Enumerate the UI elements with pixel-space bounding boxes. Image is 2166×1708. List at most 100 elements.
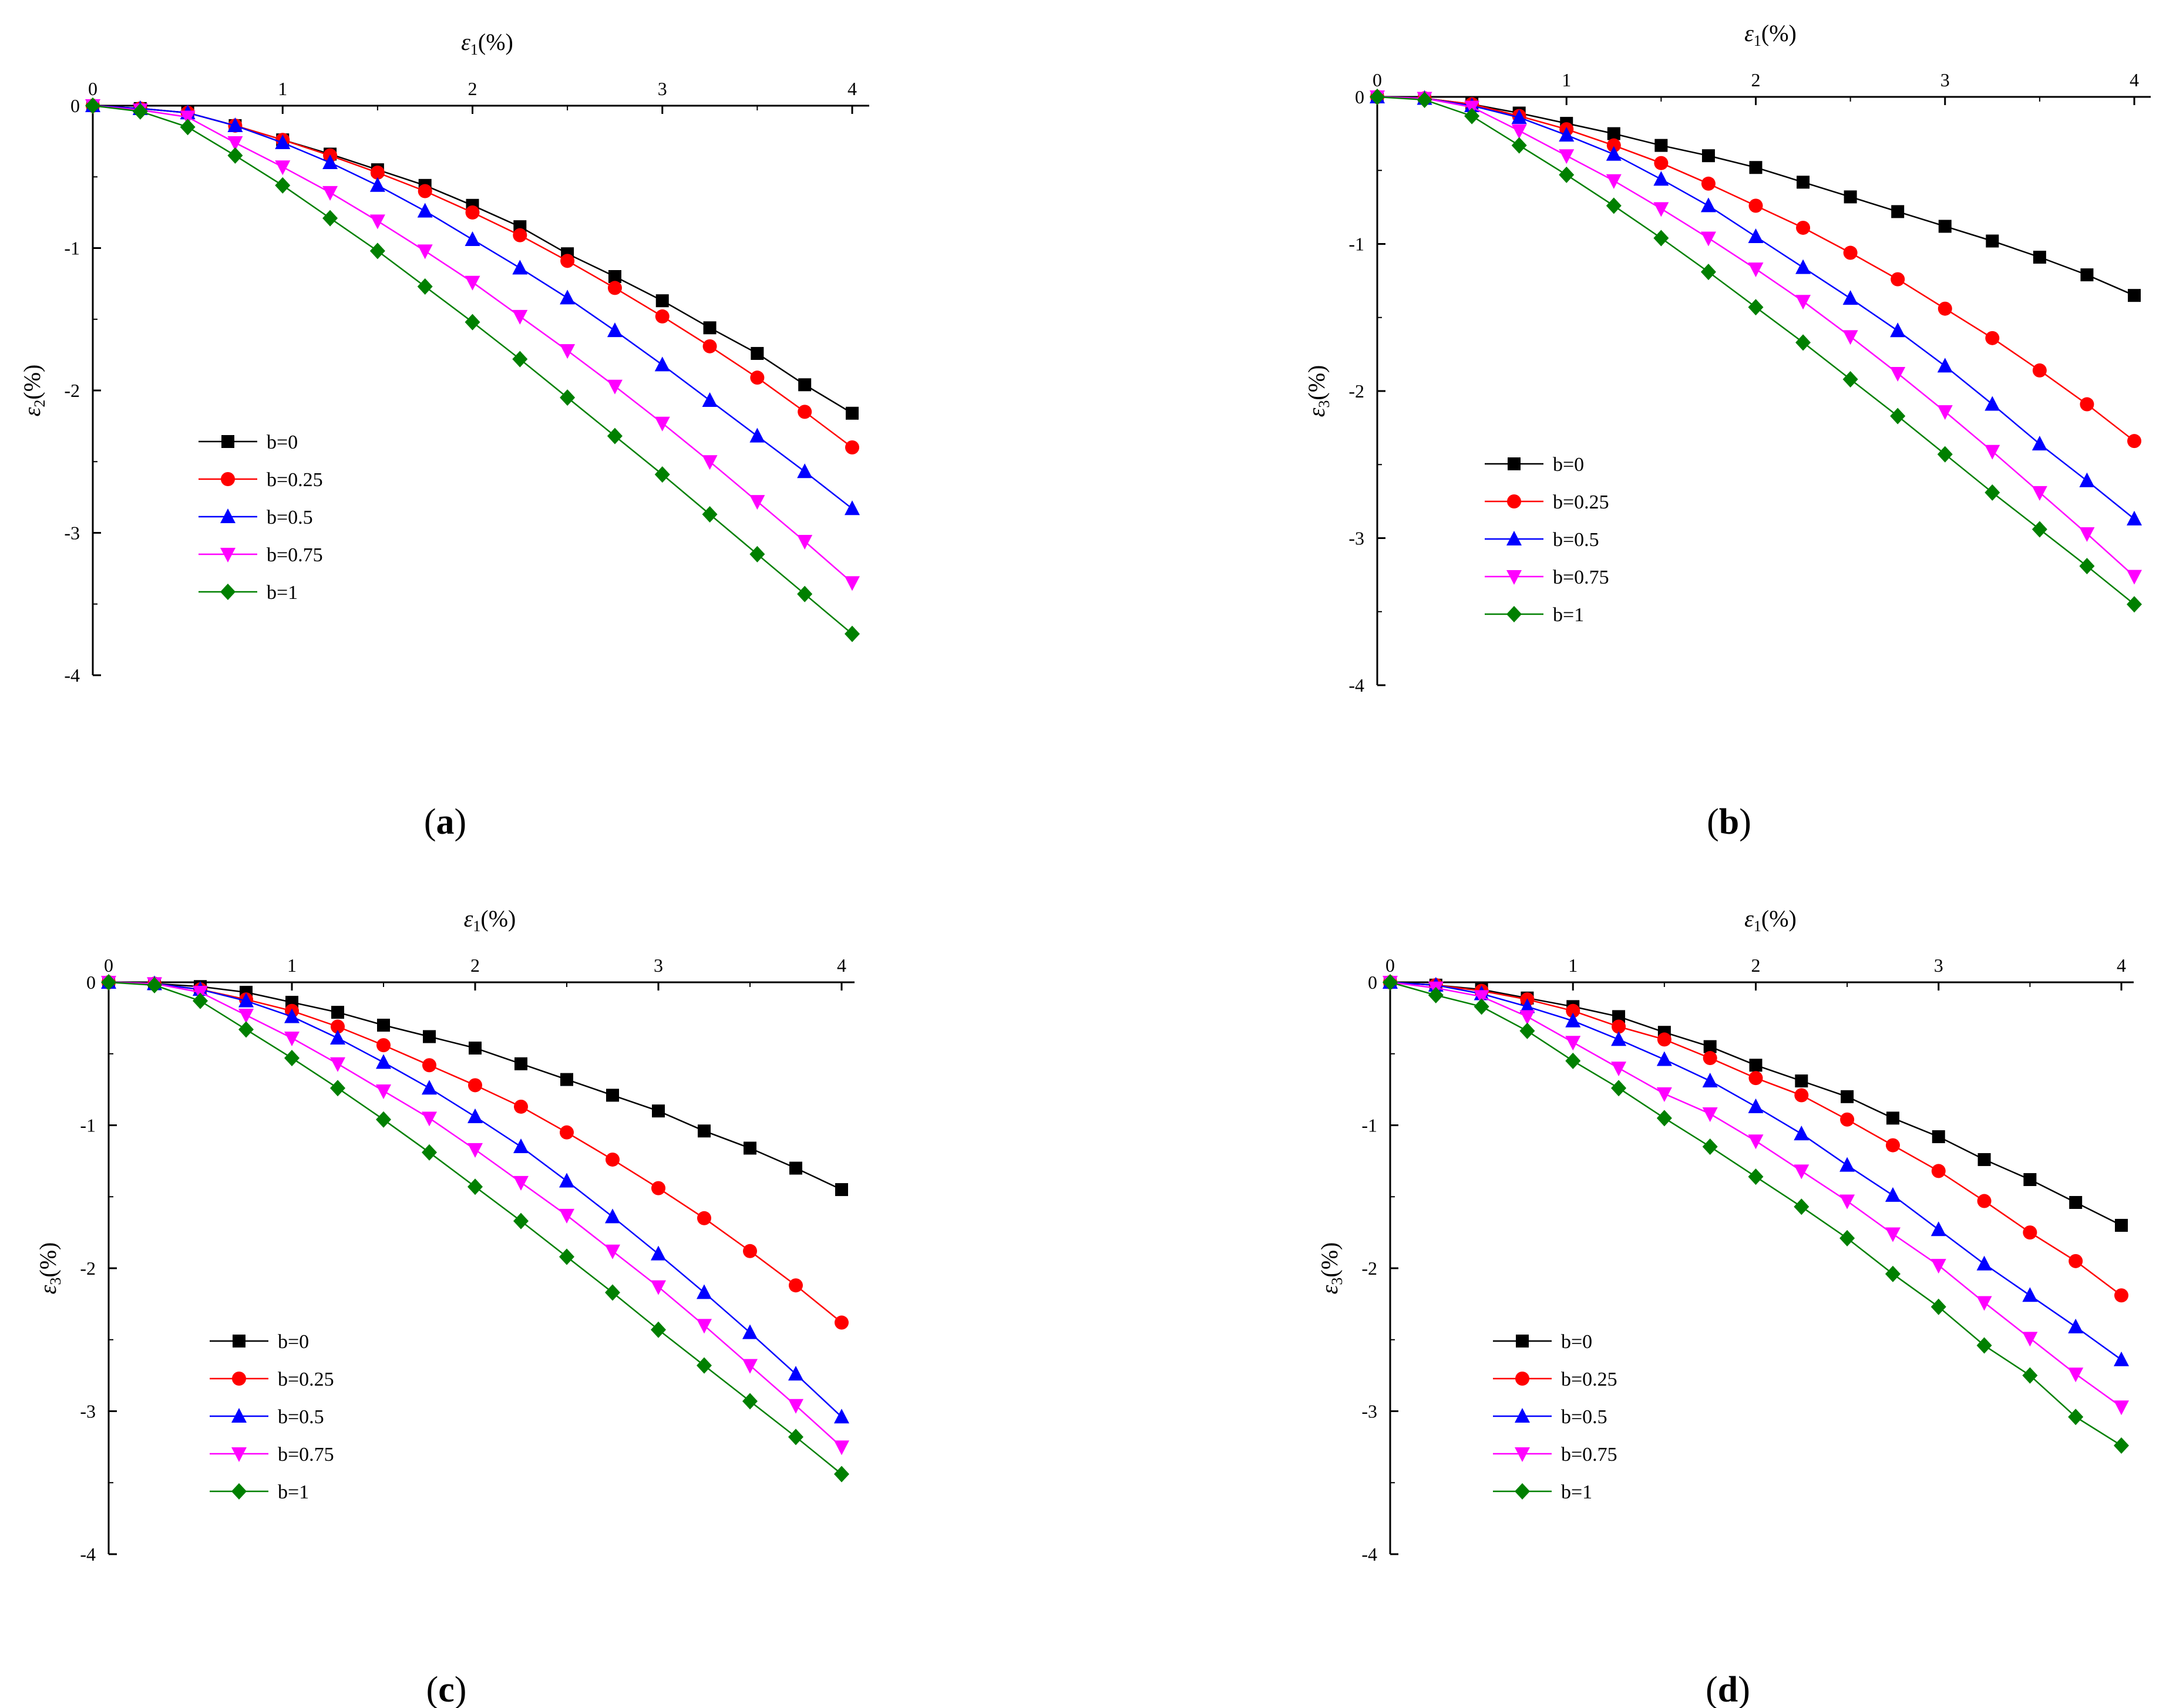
y-tick-label: -2 xyxy=(1361,1258,1377,1279)
series-line xyxy=(1390,981,2122,1408)
x-tick-label: 3 xyxy=(654,955,663,976)
data-point xyxy=(606,1152,620,1167)
data-point xyxy=(2069,1195,2083,1209)
data-point xyxy=(845,500,860,516)
data-point xyxy=(377,1019,390,1032)
data-point xyxy=(605,1284,620,1301)
data-point xyxy=(1519,998,1535,1013)
series-line xyxy=(1390,981,2122,1446)
data-point xyxy=(1383,974,1398,991)
data-point xyxy=(1795,259,1811,274)
data-point xyxy=(2032,363,2047,378)
legend-label: b=1 xyxy=(267,582,298,604)
caption-close: ) xyxy=(1739,802,1751,842)
series-b=1 xyxy=(85,97,860,642)
data-point xyxy=(1885,1227,1901,1242)
legend-entry: b=1 xyxy=(210,1481,309,1503)
x-tick-label: 4 xyxy=(847,78,857,99)
legend-marker xyxy=(1506,570,1522,585)
legend-marker xyxy=(1515,1483,1530,1500)
data-point xyxy=(2022,1287,2038,1302)
data-point xyxy=(418,184,432,198)
panel-a: 0 1 2 3 40-1-2-3-4ε1(%)ε2(%)b=0b=0.25b=0.5b=… xyxy=(19,29,869,842)
data-point xyxy=(654,356,670,372)
data-point xyxy=(1700,264,1716,281)
series-line xyxy=(92,105,853,510)
y-tick-label: -1 xyxy=(1348,234,1364,255)
data-point xyxy=(697,1284,712,1299)
data-point xyxy=(1702,1073,1718,1088)
data-point xyxy=(742,1324,758,1339)
data-point xyxy=(1702,1107,1718,1123)
data-point xyxy=(330,1080,345,1097)
data-point xyxy=(467,1178,483,1195)
y-tick-label: 0 xyxy=(1368,972,1377,993)
data-point xyxy=(422,1144,437,1161)
data-point xyxy=(1842,370,1858,388)
y-axis-title-unit: (%) xyxy=(35,1242,61,1278)
data-point xyxy=(370,165,385,180)
data-point xyxy=(1839,1157,1855,1172)
data-point xyxy=(1937,405,1953,420)
data-point xyxy=(1607,127,1620,140)
data-point xyxy=(422,1080,437,1095)
data-point xyxy=(2069,1254,2083,1268)
panel-d: 0 1 2 3 40-1-2-3-4ε1(%)ε3(%)b=0b=0.25b=0.5b=… xyxy=(1316,905,2134,1708)
x-axis-title-subscript: 1 xyxy=(470,41,478,58)
y-axis-title-subscript: 3 xyxy=(1328,1278,1346,1285)
legend-marker xyxy=(231,1483,247,1500)
series-line xyxy=(92,105,853,584)
y-axis-title: ε3(%) xyxy=(1303,365,1333,417)
caption-close: ) xyxy=(1738,1670,1750,1708)
legend-entry: b=1 xyxy=(1493,1481,1592,1503)
data-point xyxy=(1938,220,1952,233)
data-point xyxy=(1703,1051,1717,1066)
data-point xyxy=(238,1009,254,1024)
data-point xyxy=(697,1357,712,1374)
x-axis-title-subscript: 1 xyxy=(1754,918,1761,935)
data-point xyxy=(147,976,162,993)
legend-label: b=0.5 xyxy=(278,1406,324,1428)
x-tick-label: 2 xyxy=(468,78,477,99)
data-point xyxy=(331,1006,344,1019)
legend-label: b=0.75 xyxy=(278,1444,334,1466)
data-point xyxy=(85,97,100,114)
data-point xyxy=(743,1244,757,1258)
x-tick-label: 2 xyxy=(1751,69,1761,90)
legend-entry: b=0.75 xyxy=(1493,1444,1617,1466)
y-axis-title: ε2(%) xyxy=(19,365,48,417)
legend-marker xyxy=(1508,457,1521,470)
y-axis-title-subscript: 2 xyxy=(31,400,48,407)
data-point xyxy=(749,545,765,562)
caption-close: ) xyxy=(455,1670,467,1708)
data-point xyxy=(1886,1111,1899,1125)
data-point xyxy=(702,506,718,523)
series-b=1 xyxy=(1370,89,2142,613)
data-point xyxy=(2114,1351,2129,1366)
data-point xyxy=(1611,1031,1627,1046)
data-point xyxy=(1794,1198,1810,1215)
data-point xyxy=(797,535,813,550)
y-axis-title: ε3(%) xyxy=(35,1242,64,1295)
data-point xyxy=(788,1399,803,1414)
data-point xyxy=(2080,268,2094,282)
data-point xyxy=(2068,1409,2084,1426)
data-point xyxy=(512,260,528,275)
data-point xyxy=(1839,1194,1855,1210)
data-point xyxy=(560,1073,573,1086)
data-point xyxy=(834,1440,849,1456)
y-tick-label: -4 xyxy=(80,1544,96,1565)
data-point xyxy=(2023,1225,2037,1240)
data-point xyxy=(1932,1130,1945,1143)
data-point xyxy=(465,275,480,291)
data-point xyxy=(322,186,338,201)
data-point xyxy=(605,1244,620,1259)
x-tick-label: 1 xyxy=(1562,69,1571,90)
data-point xyxy=(1519,1010,1535,1025)
series-b=0.5 xyxy=(85,97,860,516)
data-point xyxy=(1890,322,1906,338)
data-point xyxy=(2079,527,2095,542)
data-point xyxy=(654,466,670,483)
data-point xyxy=(1370,89,1385,105)
